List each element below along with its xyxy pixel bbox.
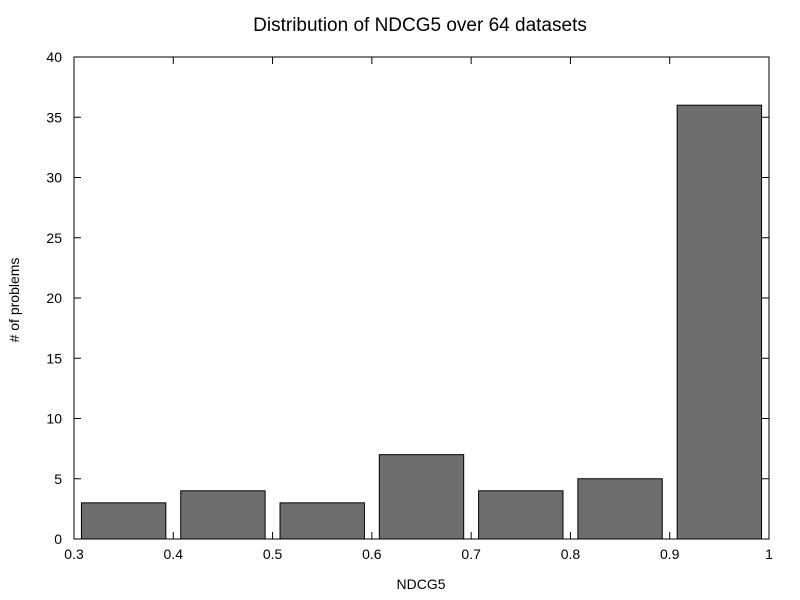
bar-3 <box>279 502 365 540</box>
x-tick-label: 0.8 <box>561 546 581 562</box>
y-tick-label: 40 <box>46 49 62 65</box>
y-tick-label: 25 <box>46 230 62 246</box>
y-axis-title: # of problems <box>6 258 22 343</box>
y-tick-label: 20 <box>46 290 62 306</box>
y-tick-label: 35 <box>46 109 62 125</box>
bar-2 <box>180 490 266 540</box>
y-tick-label: 10 <box>46 411 62 427</box>
x-tick-label: 0.4 <box>164 546 184 562</box>
chart-title: Distribution of NDCG5 over 64 datasets <box>253 15 587 36</box>
x-tick-label: 0.7 <box>461 546 481 562</box>
bar-5 <box>478 490 564 540</box>
x-tick-label: 0.9 <box>660 546 680 562</box>
bar-4 <box>378 454 465 540</box>
x-tick-label: 1 <box>765 546 773 562</box>
y-tick-label: 0 <box>54 531 62 547</box>
y-tick-label: 30 <box>46 170 62 186</box>
x-tick-label: 0.5 <box>263 546 283 562</box>
y-tick-label: 15 <box>46 350 62 366</box>
bars-layer <box>80 104 763 540</box>
ticks-layer <box>73 56 770 540</box>
bar-6 <box>577 478 663 540</box>
x-tick-label: 0.6 <box>362 546 382 562</box>
x-tick-label: 0.3 <box>64 546 84 562</box>
bar-1 <box>80 502 167 540</box>
y-tick-label: 5 <box>54 471 62 487</box>
x-axis-title: NDCG5 <box>396 576 445 592</box>
bar-7 <box>676 104 763 540</box>
